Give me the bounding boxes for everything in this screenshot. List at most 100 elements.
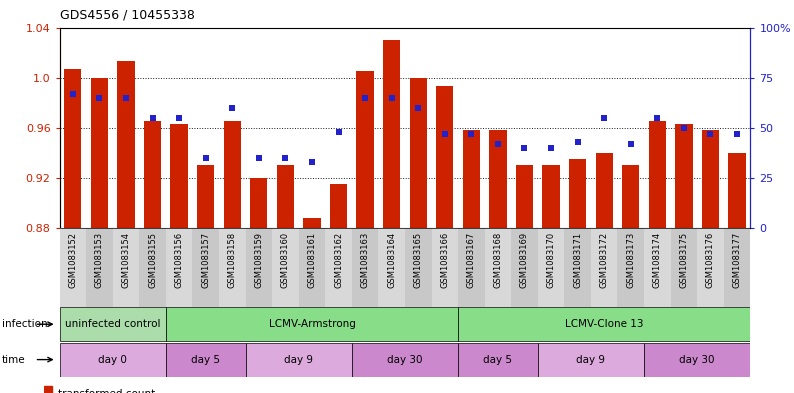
Bar: [60, 307, 166, 341]
Point: [491, 141, 504, 147]
Text: day 9: day 9: [284, 354, 313, 365]
Bar: [618, 228, 644, 307]
Bar: [436, 86, 453, 228]
Bar: [644, 343, 750, 376]
Point: [332, 129, 345, 135]
Text: GSM1083175: GSM1083175: [680, 232, 688, 288]
Text: GSM1083169: GSM1083169: [520, 232, 529, 288]
Bar: [144, 121, 161, 228]
Bar: [60, 343, 166, 376]
Point: [465, 130, 478, 137]
Text: GSM1083156: GSM1083156: [175, 232, 183, 288]
Bar: [516, 165, 533, 228]
Bar: [224, 121, 241, 228]
Bar: [44, 386, 52, 393]
Point: [571, 139, 584, 145]
Text: GSM1083154: GSM1083154: [121, 232, 130, 288]
Text: GSM1083158: GSM1083158: [228, 232, 237, 288]
Point: [359, 94, 372, 101]
Bar: [484, 228, 511, 307]
Point: [624, 141, 637, 147]
Bar: [463, 130, 480, 228]
Point: [730, 130, 743, 137]
Bar: [171, 124, 187, 228]
Bar: [352, 343, 458, 376]
Bar: [724, 228, 750, 307]
Text: time: time: [2, 354, 25, 365]
Text: GSM1083153: GSM1083153: [95, 232, 104, 288]
Text: GSM1083157: GSM1083157: [201, 232, 210, 288]
Text: GSM1083164: GSM1083164: [387, 232, 396, 288]
Bar: [697, 228, 724, 307]
Bar: [431, 228, 458, 307]
Bar: [649, 121, 666, 228]
Text: GSM1083162: GSM1083162: [334, 232, 343, 288]
Text: GSM1083170: GSM1083170: [546, 232, 556, 288]
Text: day 5: day 5: [191, 354, 220, 365]
Point: [120, 94, 133, 101]
Point: [225, 105, 238, 111]
Bar: [219, 228, 245, 307]
Bar: [542, 165, 560, 228]
Bar: [272, 228, 299, 307]
Text: GSM1083165: GSM1083165: [414, 232, 422, 288]
Bar: [644, 228, 671, 307]
Bar: [64, 69, 82, 228]
Point: [438, 130, 451, 137]
Bar: [405, 228, 431, 307]
Bar: [60, 228, 86, 307]
Bar: [86, 228, 113, 307]
Text: GSM1083166: GSM1083166: [441, 232, 449, 288]
Text: GDS4556 / 10455338: GDS4556 / 10455338: [60, 9, 195, 22]
Point: [385, 94, 398, 101]
Point: [279, 154, 291, 161]
Bar: [166, 307, 458, 341]
Point: [598, 115, 611, 121]
Point: [146, 115, 159, 121]
Bar: [538, 228, 565, 307]
Bar: [591, 228, 618, 307]
Bar: [489, 130, 507, 228]
Point: [651, 115, 664, 121]
Bar: [671, 228, 697, 307]
Bar: [458, 228, 484, 307]
Text: GSM1083171: GSM1083171: [573, 232, 582, 288]
Text: day 30: day 30: [387, 354, 422, 365]
Bar: [379, 228, 405, 307]
Bar: [728, 153, 746, 228]
Bar: [166, 228, 192, 307]
Bar: [245, 228, 272, 307]
Text: GSM1083168: GSM1083168: [493, 232, 503, 288]
Bar: [622, 165, 639, 228]
Bar: [538, 343, 644, 376]
Text: day 0: day 0: [98, 354, 127, 365]
Bar: [565, 228, 591, 307]
Text: uninfected control: uninfected control: [65, 319, 160, 329]
Text: LCMV-Armstrong: LCMV-Armstrong: [268, 319, 356, 329]
Point: [704, 130, 717, 137]
Text: GSM1083152: GSM1083152: [68, 232, 77, 288]
Bar: [410, 78, 427, 228]
Point: [199, 154, 212, 161]
Text: GSM1083163: GSM1083163: [360, 232, 369, 288]
Text: GSM1083176: GSM1083176: [706, 232, 715, 288]
Point: [67, 90, 79, 97]
Bar: [250, 178, 268, 228]
Bar: [330, 184, 347, 228]
Text: GSM1083155: GSM1083155: [148, 232, 157, 288]
Bar: [166, 343, 245, 376]
Bar: [118, 61, 135, 228]
Text: GSM1083173: GSM1083173: [626, 232, 635, 288]
Bar: [139, 228, 166, 307]
Text: day 9: day 9: [576, 354, 605, 365]
Point: [412, 105, 425, 111]
Text: GSM1083161: GSM1083161: [307, 232, 317, 288]
Point: [252, 154, 265, 161]
Bar: [569, 159, 586, 228]
Bar: [458, 307, 750, 341]
Bar: [303, 218, 321, 228]
Bar: [458, 343, 538, 376]
Text: GSM1083177: GSM1083177: [733, 232, 742, 288]
Text: LCMV-Clone 13: LCMV-Clone 13: [565, 319, 643, 329]
Text: GSM1083174: GSM1083174: [653, 232, 662, 288]
